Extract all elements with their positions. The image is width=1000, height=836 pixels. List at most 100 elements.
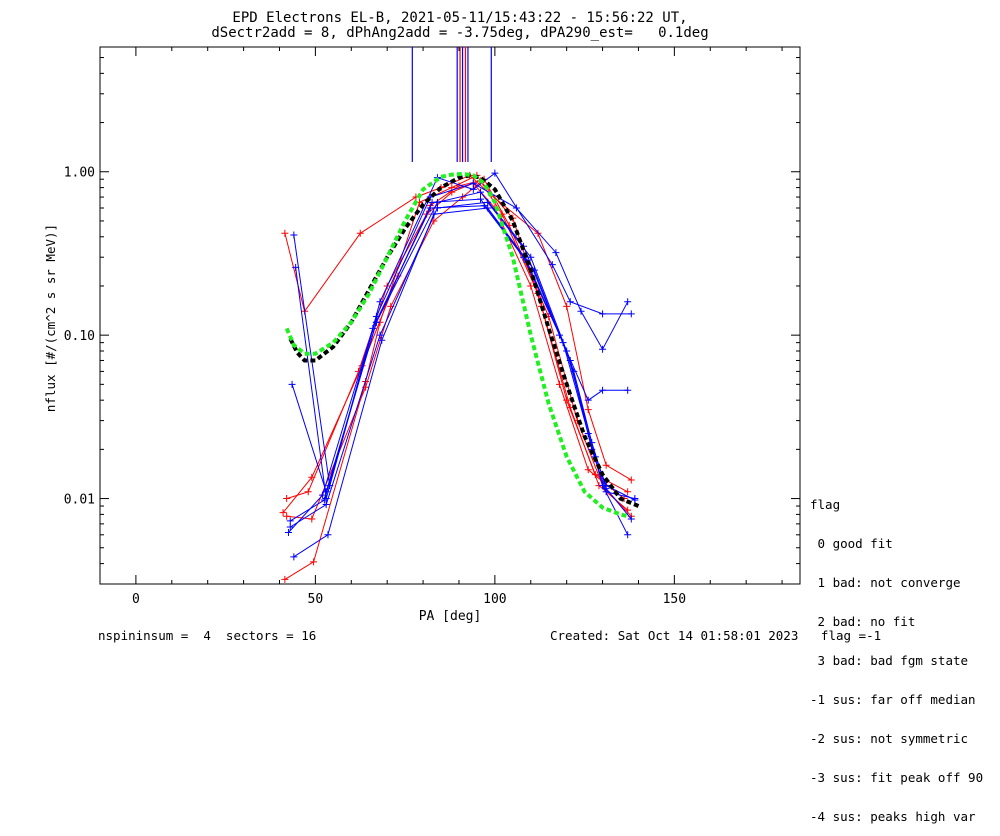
x-axis-label: PA [deg] xyxy=(419,609,482,624)
data-point-marker xyxy=(491,169,499,177)
data-point-marker xyxy=(602,461,610,469)
plot-frame xyxy=(99,46,801,585)
chart-svg: 0 50 100 150 0.01 0.10 1.00 PA [deg] nflux [#/… xyxy=(43,46,801,624)
y-tick-label: 1.00 xyxy=(64,166,95,181)
x-tick-label: 50 xyxy=(308,592,324,607)
legend-item: -1 sus: far off median xyxy=(810,692,976,707)
data-series-line xyxy=(284,174,632,481)
data-point-marker xyxy=(290,231,298,239)
data-point-marker xyxy=(599,345,607,353)
data-point-marker xyxy=(288,380,296,388)
data-point-marker xyxy=(599,482,607,490)
data-point-marker xyxy=(376,298,384,306)
data-point-marker xyxy=(304,488,312,496)
data-series-line xyxy=(282,180,628,513)
data-point-marker xyxy=(292,263,300,271)
data-point-marker xyxy=(563,347,571,355)
data-point-marker xyxy=(534,229,542,237)
data-point-marker xyxy=(324,531,332,539)
data-point-marker xyxy=(281,229,289,237)
data-point-marker xyxy=(599,310,607,318)
plot-area: 0 50 100 150 0.01 0.10 1.00 xyxy=(64,46,801,607)
data-point-marker xyxy=(286,517,294,525)
data-point-marker xyxy=(627,310,635,318)
data-point-marker xyxy=(512,204,520,212)
data-point-marker xyxy=(378,336,386,344)
y-axis-label: nflux [#/(cm^2 s sr MeV)] xyxy=(43,224,58,412)
data-point-marker xyxy=(469,185,477,193)
legend-item: 3 bad: bad fgm state xyxy=(810,653,969,668)
chart-title: EPD Electrons EL-B, 2021-05-11/15:43:22 … xyxy=(232,10,688,26)
data-point-marker xyxy=(284,528,292,536)
data-point-marker xyxy=(624,386,632,394)
legend-item: 1 bad: not converge xyxy=(810,575,961,590)
legend-item: -4 sus: peaks high var xyxy=(810,809,976,824)
y-tick-label: 0.10 xyxy=(64,329,95,344)
data-point-marker xyxy=(527,253,535,261)
data-point-marker xyxy=(555,380,563,388)
data-point-marker xyxy=(631,496,639,504)
data-series-line xyxy=(284,174,629,580)
flag-legend: flag 0 good fit 1 bad: not converge 2 ba… xyxy=(810,472,983,836)
data-point-marker xyxy=(279,509,287,517)
x-tick-label: 100 xyxy=(483,592,506,607)
fit-curve xyxy=(284,171,629,519)
data-series-line xyxy=(291,191,628,494)
data-point-marker xyxy=(566,298,574,306)
data-point-marker xyxy=(376,331,384,339)
data-point-marker xyxy=(548,261,556,269)
data-point-marker xyxy=(624,488,632,496)
data-point-marker xyxy=(372,318,380,326)
data-point-marker xyxy=(477,188,485,196)
data-point-marker xyxy=(281,575,289,583)
data-point-marker xyxy=(566,404,574,412)
data-point-marker xyxy=(283,512,291,520)
data-point-marker xyxy=(290,553,298,561)
data-series-line xyxy=(286,178,632,520)
x-tick-label: 0 xyxy=(132,592,140,607)
legend-item: 0 good fit xyxy=(810,536,893,551)
data-point-marker xyxy=(369,324,377,332)
data-point-marker xyxy=(584,466,592,474)
data-point-marker xyxy=(552,249,560,257)
legend-item: 2 bad: no fit xyxy=(810,614,916,629)
data-point-marker xyxy=(477,195,485,203)
data-point-marker xyxy=(322,500,330,508)
data-point-marker xyxy=(308,515,316,523)
legend-title: flag xyxy=(810,497,841,512)
legend-item: -3 sus: fit peak off 90 xyxy=(810,770,984,785)
data-point-marker xyxy=(624,531,632,539)
chart-subtitle: dSectr2add = 8, dPhAng2add = -3.75deg, d… xyxy=(211,25,709,41)
data-series-line xyxy=(293,207,636,558)
data-point-marker xyxy=(428,198,436,206)
data-point-marker xyxy=(286,523,294,531)
data-point-marker xyxy=(584,406,592,414)
data-point-marker xyxy=(319,491,327,499)
data-point-marker xyxy=(310,558,318,566)
data-point-marker xyxy=(356,229,364,237)
data-point-marker xyxy=(627,476,635,484)
data-point-marker xyxy=(320,496,328,504)
fit-curve xyxy=(288,173,640,508)
data-series-line xyxy=(286,182,625,500)
footer-created-info: Created: Sat Oct 14 01:58:01 2023 flag =… xyxy=(550,628,882,643)
data-point-marker xyxy=(627,515,635,523)
data-point-marker xyxy=(430,210,438,218)
data-point-marker xyxy=(563,302,571,310)
data-point-marker xyxy=(559,339,567,347)
data-point-marker xyxy=(469,179,477,187)
data-point-marker xyxy=(624,298,632,306)
data-series-line xyxy=(290,198,629,536)
data-point-marker xyxy=(584,430,592,438)
data-point-marker xyxy=(599,386,607,394)
footer-sector-info: nspininsum = 4 sectors = 16 xyxy=(98,628,317,643)
data-series-line xyxy=(290,201,636,528)
data-point-marker xyxy=(624,506,632,514)
data-point-marker xyxy=(577,307,585,315)
y-tick-label: 0.01 xyxy=(64,493,95,508)
legend-item: -2 sus: not symmetric xyxy=(810,731,969,746)
data-point-marker xyxy=(527,282,535,290)
x-tick-label: 150 xyxy=(663,592,686,607)
data-point-marker xyxy=(283,495,291,503)
data-point-marker xyxy=(584,396,592,404)
